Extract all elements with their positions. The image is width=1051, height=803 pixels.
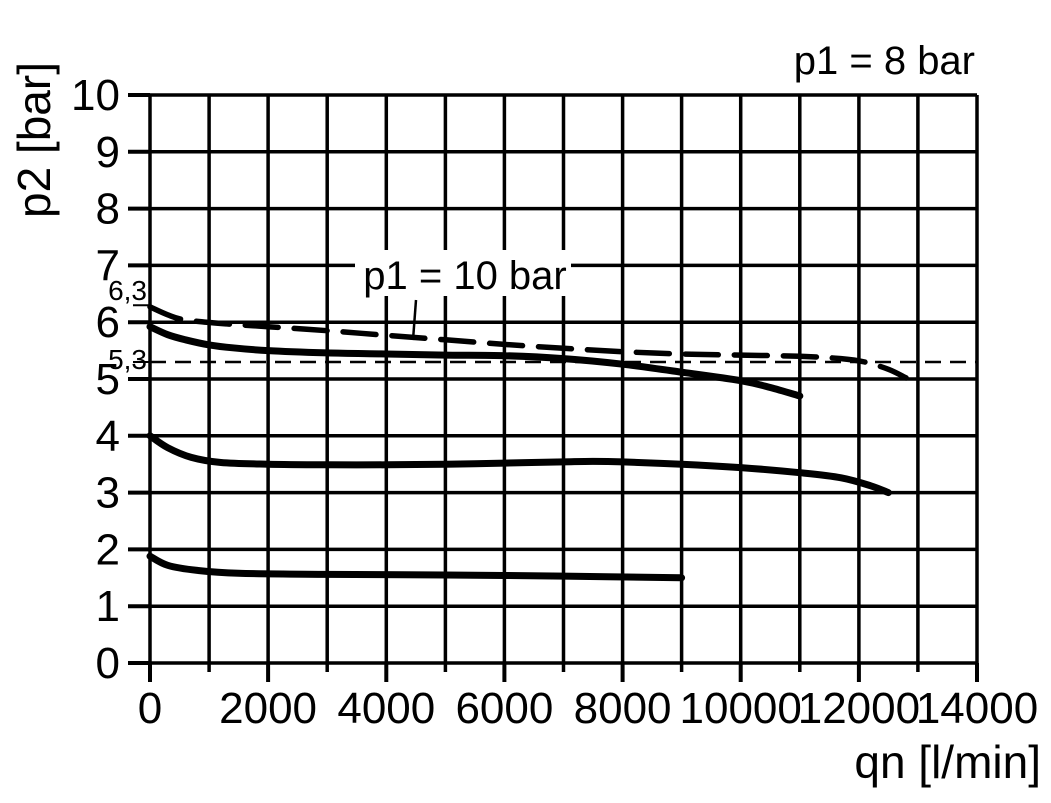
axis-ticks (128, 93, 979, 682)
y-tick-label: 3 (96, 469, 120, 518)
y-tick-label: 7 (96, 241, 120, 290)
curve-p1-8bar-high (146, 323, 804, 400)
annotation-background (355, 250, 571, 296)
y-tick-label: 8 (96, 185, 120, 234)
y-tick-label: 9 (96, 128, 120, 177)
y-tick-label: 4 (96, 412, 120, 461)
y-special-tick-label: 6,3 (108, 275, 147, 306)
annotation-p1-10bar: p1 = 10 bar (363, 254, 567, 298)
x-axis-title: qn [l/min] (854, 736, 1041, 788)
x-tick-label: 0 (138, 684, 162, 733)
x-tick-label: 10000 (680, 684, 802, 733)
curve-p1-8bar-mid (146, 432, 892, 497)
y-tick-label: 0 (96, 639, 120, 688)
curve-p1-8bar-low (146, 552, 686, 582)
x-tick-label: 14000 (916, 684, 1038, 733)
y-tick-label: 1 (96, 582, 120, 631)
y-tick-label: 6 (96, 298, 120, 347)
y-special-tick-label: 5,3 (108, 344, 147, 375)
y-axis-title: p2 [bar] (8, 62, 60, 218)
x-tick-label: 2000 (219, 684, 317, 733)
y-tick-label: 2 (96, 525, 120, 574)
annotation-p1-8bar: p1 = 8 bar (794, 39, 975, 83)
x-tick-label: 12000 (798, 684, 920, 733)
grid-lines (148, 93, 979, 665)
x-tick-label: 6000 (455, 684, 553, 733)
annotation-leader-line (411, 299, 418, 341)
y-tick-label: 5 (96, 355, 120, 404)
y-tick-label: 10 (71, 71, 120, 120)
x-tick-label: 8000 (574, 684, 672, 733)
curve-p1-10bar (147, 304, 909, 381)
x-tick-label: 4000 (337, 684, 435, 733)
